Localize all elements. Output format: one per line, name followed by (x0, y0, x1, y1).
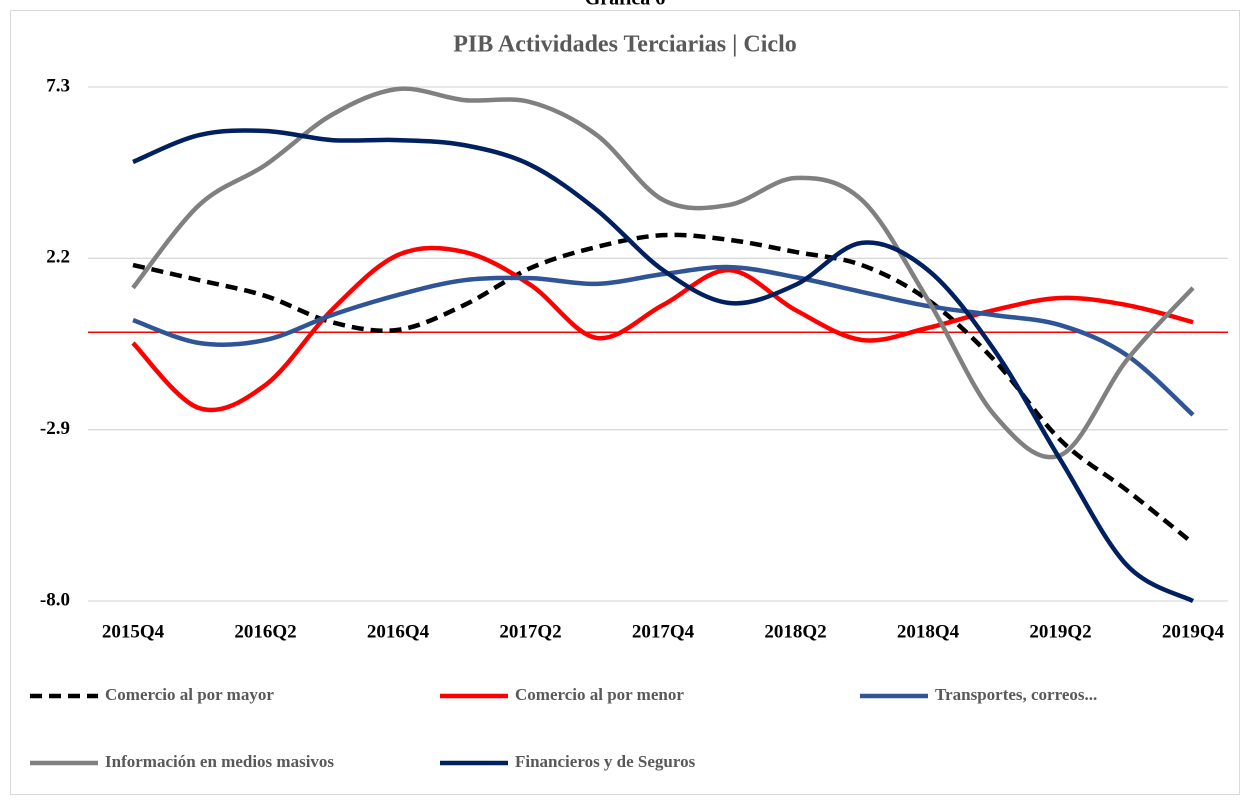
series-line (132, 232, 1195, 545)
legend-label: Comercio al por menor (515, 685, 684, 704)
x-tick-label: 2018Q2 (764, 621, 826, 642)
legend-label: Transportes, correos... (935, 685, 1097, 704)
series-line (131, 245, 1194, 413)
legend-label: Información en medios masivos (105, 752, 334, 771)
x-tick-label: 2017Q2 (499, 621, 561, 642)
legend-label: Financieros y de Seguros (515, 752, 696, 771)
x-tick-label: 2017Q4 (632, 621, 695, 642)
x-tick-label: 2019Q4 (1162, 621, 1225, 642)
x-tick-label: 2016Q4 (367, 621, 430, 642)
y-tick-label: 2.2 (46, 247, 70, 268)
chart-title: PIB Actividades Terciarias | Ciclo (453, 32, 797, 58)
y-tick-label: -8.0 (40, 589, 70, 610)
series-line (132, 128, 1195, 604)
legend-label: Comercio al por mayor (105, 685, 274, 704)
x-tick-label: 2015Q4 (102, 621, 165, 642)
x-tick-label: 2019Q2 (1029, 621, 1091, 642)
chart-border (10, 10, 1240, 795)
y-tick-label: 7.3 (46, 75, 70, 96)
series-line (131, 86, 1195, 460)
x-tick-label: 2016Q2 (234, 621, 296, 642)
series-line (132, 264, 1195, 417)
chart-heading: Gráfica 6 (585, 0, 666, 10)
y-tick-label: -2.9 (40, 418, 70, 439)
x-tick-label: 2018Q4 (897, 621, 960, 642)
